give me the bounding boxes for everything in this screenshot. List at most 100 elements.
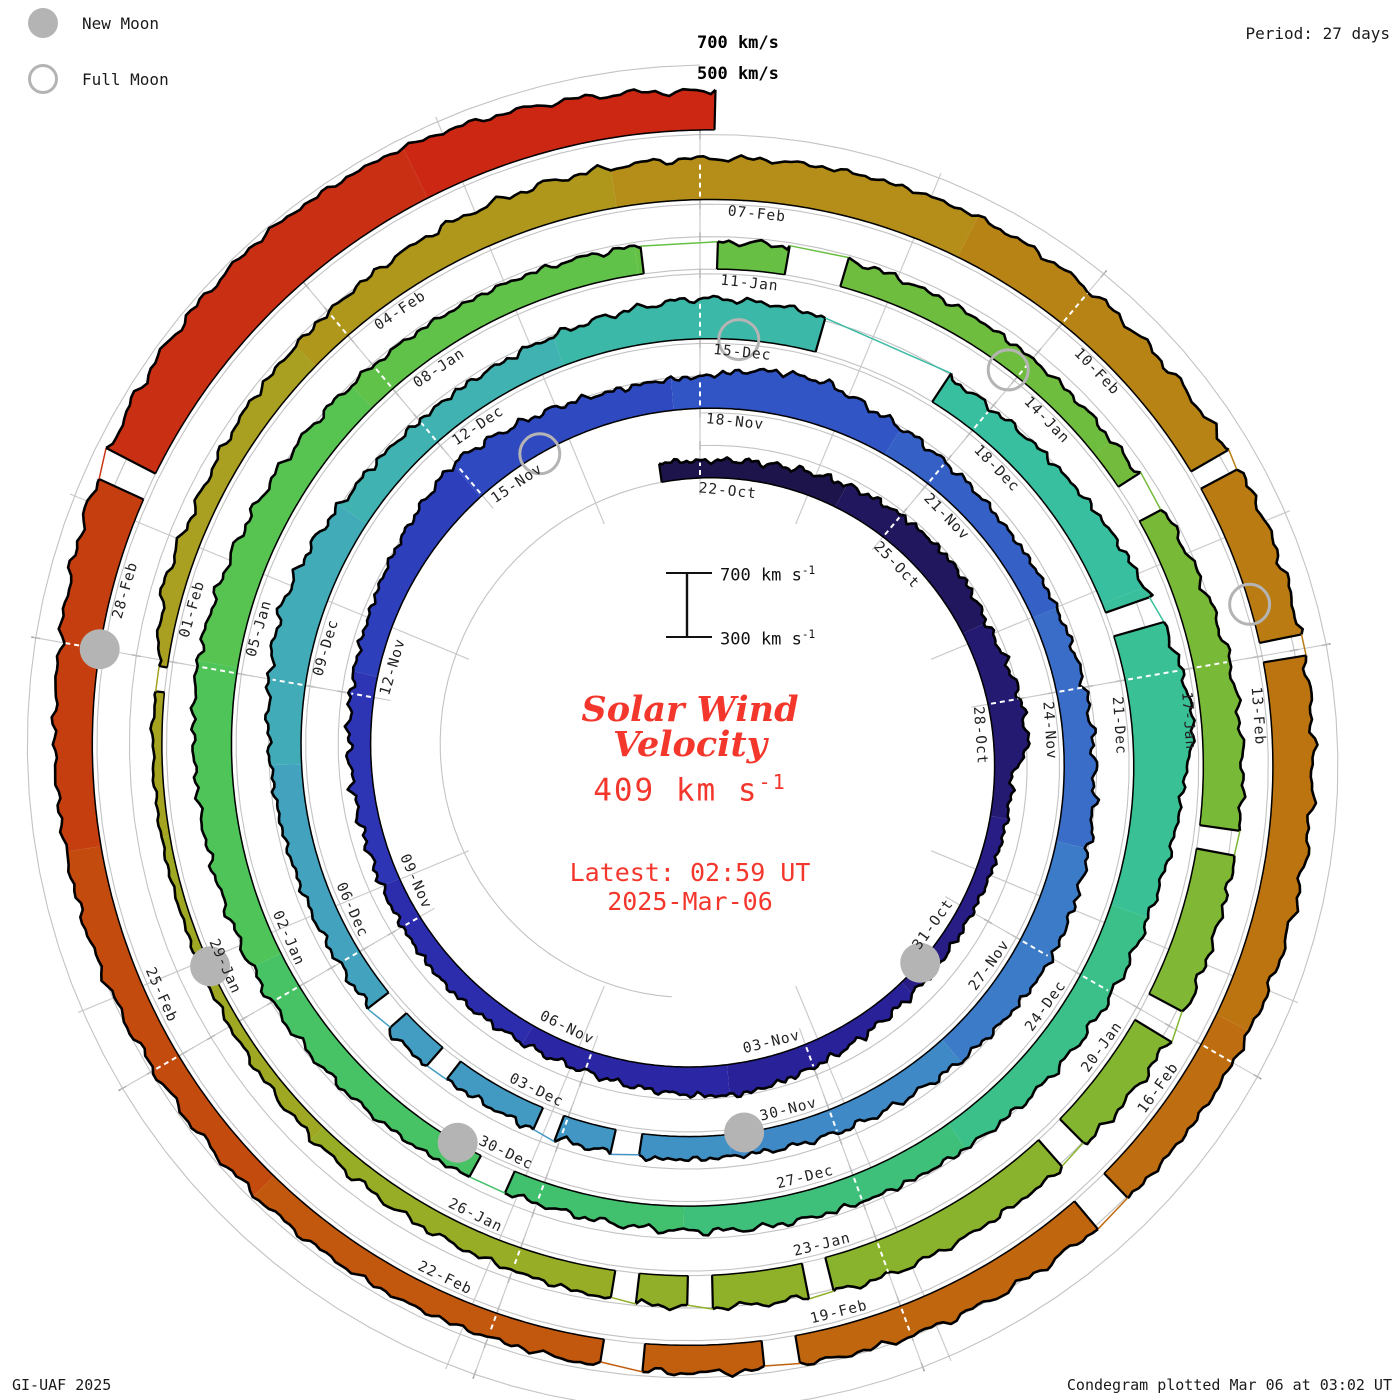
gap-bridge	[426, 1064, 447, 1081]
velocity-band	[659, 457, 848, 507]
velocity-band	[1216, 655, 1318, 1031]
band-edge	[1138, 509, 1162, 523]
velocity-gridline-700	[26, 64, 1339, 1400]
new-moon-label: New Moon	[82, 13, 160, 33]
band-tick	[456, 465, 482, 494]
band-baseline	[712, 1262, 803, 1276]
date-label: 24-Nov	[1039, 701, 1059, 760]
gap-bridge	[1228, 449, 1238, 470]
new-moon-icon	[28, 8, 58, 38]
velocity-curve	[848, 256, 1141, 474]
band-tick	[900, 1308, 911, 1333]
band-baseline	[1148, 848, 1198, 995]
band-baseline	[230, 273, 644, 1157]
label-radial	[1245, 643, 1330, 660]
velocity-band	[642, 1340, 765, 1377]
gap-bridge	[687, 1304, 714, 1310]
band-tick	[990, 697, 1019, 705]
legend-full-moon: Full Moon	[28, 64, 169, 94]
legend-new-moon: New Moon	[28, 8, 159, 38]
gap-bridge	[1061, 1142, 1084, 1167]
velocity-band	[901, 815, 1009, 994]
band-edge	[1134, 1018, 1173, 1044]
velocity-curve	[1181, 855, 1236, 1013]
velocity-band	[727, 982, 912, 1097]
band-tick	[829, 1112, 838, 1132]
gap-bridge	[1233, 830, 1241, 856]
new-moon-marker	[724, 1112, 765, 1153]
gap-bridge	[1171, 1011, 1183, 1043]
velocity-band	[446, 1061, 543, 1130]
band-edge	[366, 991, 390, 1010]
date-label: 15-Dec	[712, 342, 772, 364]
velocity-curve	[1160, 508, 1247, 832]
band-edge	[155, 690, 165, 694]
gap-bridge	[532, 1128, 555, 1143]
band-edge	[1059, 1118, 1085, 1144]
band-tick	[373, 366, 392, 388]
velocity-band	[1111, 622, 1195, 919]
velocity-band	[683, 1123, 966, 1236]
band-tick	[1063, 292, 1089, 322]
date-label: 18-Nov	[705, 411, 765, 433]
velocity-band	[729, 1039, 963, 1158]
band-tick	[341, 952, 358, 963]
band-edge	[105, 447, 157, 475]
band-baseline	[825, 1139, 1040, 1259]
full-moon-marker	[1228, 582, 1272, 626]
velocity-curve	[1236, 468, 1304, 635]
band-tick	[560, 1119, 569, 1137]
band-tick	[1022, 940, 1049, 957]
band-edge	[814, 317, 827, 353]
velocity-curve	[343, 367, 1101, 1163]
band-edge	[1148, 992, 1183, 1013]
velocity-curve	[504, 621, 1196, 1237]
latest-date: 2025-Mar-06	[607, 887, 773, 916]
velocity-band	[835, 484, 986, 634]
band-edge	[98, 478, 144, 501]
velocity-band	[634, 245, 644, 275]
band-tick	[584, 1054, 592, 1069]
band-tick	[1059, 686, 1083, 693]
velocity-band	[270, 764, 389, 1009]
chart-title-line1: Solar Wind	[581, 689, 799, 730]
velocity-band	[454, 376, 674, 497]
band-edge	[641, 1343, 647, 1373]
velocity-curve	[949, 373, 1154, 599]
band-edge	[794, 1335, 802, 1364]
velocity-band	[610, 155, 979, 257]
velocity-band	[1094, 442, 1141, 487]
velocity-band	[403, 89, 716, 199]
band-edge	[445, 1060, 462, 1081]
band-baseline	[166, 198, 1192, 668]
velocity-band	[635, 1273, 688, 1310]
gridline-label-500: 500 km/s	[697, 64, 779, 84]
band-edge	[532, 1107, 545, 1130]
velocity-curve	[832, 1166, 1064, 1293]
band-baseline	[460, 1060, 544, 1109]
velocity-curve	[50, 478, 601, 1366]
band-edge	[599, 1339, 606, 1363]
band-baseline	[161, 692, 616, 1272]
band-tick	[973, 411, 989, 429]
current-velocity-value: 409 km s-1	[593, 770, 787, 809]
band-edge	[783, 245, 791, 275]
velocity-band	[353, 466, 481, 677]
band-edge	[503, 1170, 516, 1194]
velocity-curve	[554, 1135, 612, 1156]
velocity-band	[932, 373, 1144, 604]
full-moon-marker	[717, 318, 761, 362]
chart-title-line2: Velocity	[613, 724, 767, 765]
velocity-band	[254, 953, 481, 1177]
gap-bridge	[789, 244, 850, 259]
gap-bridge	[154, 666, 160, 692]
band-tick	[155, 1056, 177, 1071]
gap-bridge	[1140, 472, 1162, 511]
band-edge	[686, 1275, 689, 1306]
velocity-curve	[446, 1078, 535, 1131]
band-tick	[488, 1315, 497, 1333]
date-label: 22-Oct	[698, 480, 758, 502]
velocity-curve	[264, 294, 826, 1010]
band-tick	[513, 1250, 521, 1266]
latest-timestamp: Latest: 02:59 UT 2025-Mar-06	[450, 858, 930, 916]
